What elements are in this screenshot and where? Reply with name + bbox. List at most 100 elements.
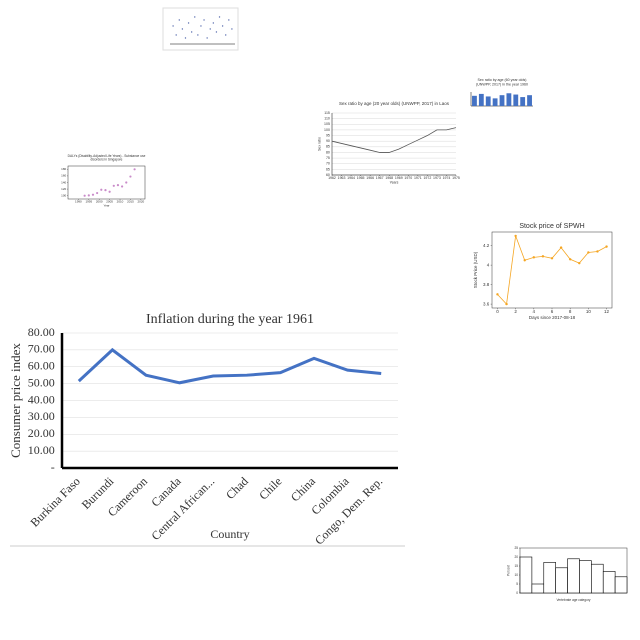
bar (567, 558, 580, 594)
chart-title: Stock price of SPWH (519, 223, 584, 230)
y-axis-label: Stock Price (USD) (473, 251, 478, 288)
y-tick-label: 30.00 (28, 409, 55, 423)
y-tick-label: 5 (516, 582, 518, 586)
point (129, 175, 132, 178)
bar (492, 98, 498, 106)
bar (499, 95, 505, 106)
point (496, 293, 499, 296)
bar (579, 560, 592, 594)
y-tick-label: 10.00 (28, 443, 55, 457)
point (116, 184, 120, 187)
chart: 0 5 10 15 20 25 Vertebrate age category Percent (506, 546, 628, 602)
y-tick-label: 80.00 (28, 325, 55, 339)
x-tick-label: Chad (223, 474, 251, 502)
y-tick-label: 10 (515, 573, 519, 577)
plot-frame (491, 231, 613, 309)
point (200, 25, 202, 27)
x-tick-label: 0 (496, 309, 499, 314)
point (578, 261, 581, 265)
point (108, 190, 111, 193)
chart (162, 7, 239, 51)
point (596, 250, 599, 253)
x-tick-label: 1962 (328, 176, 336, 180)
y-tick-label: 0 (516, 591, 518, 595)
x-axis-label: Years (390, 181, 399, 185)
point (178, 19, 180, 21)
y-tick-label: 25 (515, 546, 519, 550)
y-tick-label: 70.00 (28, 342, 55, 356)
x-tick-label: 1973 (433, 176, 441, 180)
chart: Sex ratio by age (20 year olds) (UNWPP, … (317, 101, 460, 184)
point (206, 37, 208, 39)
y-tick-label: 65 (326, 167, 330, 171)
x-tick-label: 10 (586, 309, 592, 314)
y-tick-label: 3.6 (483, 301, 490, 306)
bar (478, 93, 484, 106)
y-tick-label: 20.00 (28, 426, 55, 440)
bar (543, 562, 556, 594)
x-tick-label: 1972 (423, 176, 431, 180)
x-tick-label: China (288, 474, 319, 505)
x-tick-label: Burkina Faso (27, 474, 82, 529)
chart: Sex ratio by age (60 year olds)(UNWPP, 2… (470, 78, 533, 107)
point (218, 16, 221, 18)
y-tick-label: 85 (326, 145, 330, 149)
bar (519, 556, 533, 594)
x-tick-label: 1966 (366, 176, 374, 180)
point (187, 22, 190, 24)
chart-title: (UNWPP, 2017) in the year 1960 (476, 82, 528, 86)
x-tick-label: 1969 (395, 176, 403, 180)
y-tick-label: 120 (61, 187, 66, 191)
point (587, 251, 590, 254)
bar (602, 571, 616, 594)
x-tick-label: 2010 (117, 199, 124, 203)
chart-title: Inflation during the year 1961 (146, 312, 314, 327)
bar (472, 95, 477, 106)
point (228, 19, 230, 21)
point (203, 19, 205, 21)
x-axis-label: Vertebrate age category (556, 598, 590, 602)
y-tick-label: 60 (326, 173, 330, 177)
y-tick-label: 95 (326, 133, 330, 137)
x-tick-label: 1975 (452, 176, 460, 180)
chart-frame (162, 7, 239, 51)
y-tick-label: 140 (61, 180, 66, 184)
point (87, 194, 90, 197)
y-tick-label: 80 (326, 150, 330, 154)
x-tick-label: 1974 (443, 176, 451, 180)
bar (591, 563, 604, 594)
point (190, 31, 193, 33)
x-tick-label: 2020 (137, 199, 144, 203)
point (541, 255, 545, 258)
x-axis-label: Country (210, 527, 249, 541)
point (231, 28, 233, 30)
x-tick-label: 12 (604, 309, 610, 314)
x-tick-label: 2000 (96, 199, 103, 203)
line-series (497, 235, 607, 305)
y-tick-label: 100 (61, 193, 66, 197)
y-tick-label: 110 (324, 117, 330, 121)
chart-title: disorders in Singapore (91, 158, 123, 162)
bar (531, 583, 545, 594)
point (505, 302, 508, 306)
chart: Stock price of SPWH 3.6 3.8 4 4.2 0 2 4 6 8 10 12 Da… (473, 223, 613, 320)
point (133, 168, 136, 171)
bar (614, 576, 628, 594)
bar (485, 96, 491, 106)
bar (520, 97, 526, 106)
line-series (77, 347, 382, 385)
y-tick-label: 105 (324, 122, 330, 126)
x-tick-label: 8 (569, 309, 572, 314)
x-tick-label: 2015 (127, 199, 134, 203)
x-tick-label: 1971 (414, 176, 422, 180)
x-tick-label: 2 (514, 309, 517, 314)
point (221, 25, 224, 27)
point (523, 259, 526, 262)
point (112, 184, 115, 187)
y-tick-label: 180 (61, 167, 66, 171)
y-tick-label: - (51, 460, 55, 474)
x-axis-label: Days since 2017-08-18 (529, 315, 576, 320)
y-tick-label: 4 (487, 262, 490, 267)
y-tick-label: 50.00 (28, 375, 55, 389)
